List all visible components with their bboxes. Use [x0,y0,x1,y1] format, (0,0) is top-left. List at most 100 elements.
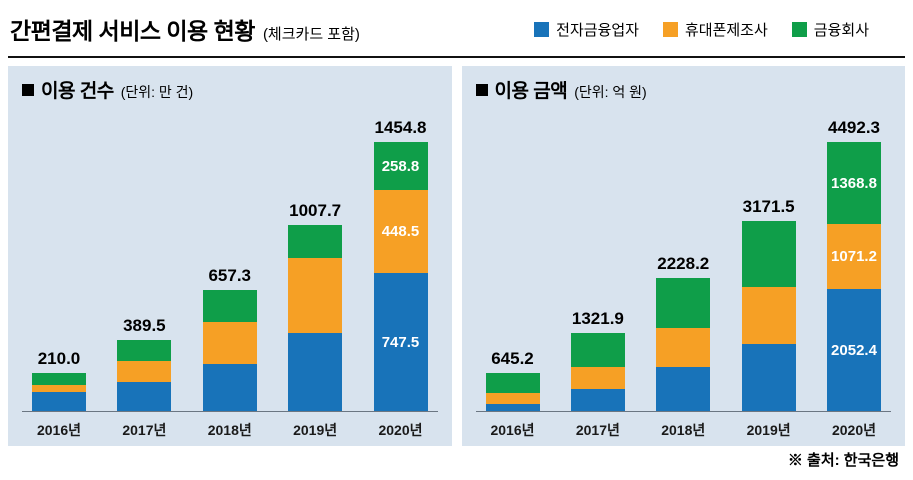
bar-total-label: 4492.3 [828,118,880,137]
chart-usage-count: 210.0 389.5 657.3 1007.7 1454.8 258.8 448.5 747… [22,106,438,438]
legend-swatch-blue-icon [534,21,550,37]
x-axis-label: 2017년 [575,422,620,438]
legend-item: 휴대폰제조사 [662,19,768,40]
bar-segment [288,332,343,412]
legend-label: 휴대폰제조사 [684,21,768,39]
bar-group: 1007.7 [284,201,346,412]
x-axis-label: 2018년 [207,422,252,438]
x-axis-labels: 2016년 2017년 2018년 2019년 2020년 [476,414,892,438]
bar-total-label: 645.2 [491,349,534,369]
bar-group: 657.3 [199,266,261,412]
stacked-bar [485,373,540,412]
bar-segment [202,364,257,412]
bar-group: 389.5 [113,316,175,412]
stacked-bar: 258.8 448.5 747.5 [373,142,428,412]
bullet-square-icon [22,83,34,96]
segment-value-label: 448.5 [381,223,420,241]
bar-segment [485,393,540,405]
bar-group: 210.0 [28,349,90,412]
bar-total-label: 210.0 [37,349,81,368]
bar-segment [117,361,172,383]
bar-segment [117,339,172,361]
title-wrap: 간편결제 서비스 이용 현황 (체크카드 포함) [10,12,360,46]
bar-total-label: 1321.9 [571,308,624,328]
bar-group: 1321.9 [567,309,629,412]
legend-swatch-orange-icon [662,21,678,37]
bar-total-label: 657.3 [208,266,252,285]
bar-segment [288,225,343,258]
bar-segment [485,373,540,394]
bar-segment [741,344,796,412]
bar-group: 4492.3 1368.8 1071.2 2052.4 [823,118,885,412]
segment-value-label: 747.5 [381,334,420,352]
bar-segment [656,367,711,412]
panels: 이용 건수 (단위: 만 건) 210.0 389.5 657.3 1007.7 145… [8,66,905,446]
header: 간편결제 서비스 이용 현황 (체크카드 포함) 전자금융업자 휴대폰제조사 금… [8,6,905,58]
bar-total-label: 1454.8 [374,118,427,137]
panel-unit: (단위: 억 원) [574,84,647,100]
bar-total-label: 3171.5 [742,197,795,217]
bar-segment [202,290,257,322]
stacked-bar [32,373,86,412]
bar-segment [741,286,796,345]
stacked-bar [656,278,711,412]
stacked-bar: 1368.8 1071.2 2052.4 [827,142,881,412]
bar-segment [32,373,86,386]
panel-unit: (단위: 만 건) [120,84,194,100]
segment-value-label: 258.8 [381,157,420,175]
stacked-bar [202,290,257,412]
legend-item: 전자금융업자 [534,19,639,40]
bar-segment [117,382,172,412]
bar-segment [32,391,86,412]
page-title: 간편결제 서비스 이용 현황 [10,18,255,44]
x-axis-line [22,411,438,412]
bars-row: 210.0 389.5 657.3 1007.7 1454.8 258.8 448.5 747… [22,106,438,412]
x-axis-line [475,411,891,412]
bar-segment [485,404,540,412]
bar-segment [656,278,711,329]
bars-row: 645.2 1321.9 2228.2 3171.5 4492.3 1368.8 1071.… [476,106,892,412]
bar-segment [32,385,86,392]
bar-segment: 448.5 [373,190,428,274]
bullet-square-icon [475,83,488,96]
source-note: ※ 출처: 한국은행 [787,452,899,469]
bar-group: 645.2 [482,349,544,412]
segment-value-label: 2052.4 [831,341,877,359]
bar-segment [202,321,257,365]
x-axis-label: 2016년 [490,422,535,438]
panel-header: 이용 건수 (단위: 만 건) [22,76,438,103]
legend-label: 금융회사 [813,21,869,39]
bar-segment: 2052.4 [827,288,881,412]
segment-value-label: 1368.8 [831,174,877,192]
x-axis-label: 2020년 [831,422,877,438]
panel-usage-amount: 이용 금액 (단위: 억 원) 645.2 1321.9 2228.2 3171.5 4… [461,66,905,446]
stacked-bar [117,339,172,412]
bar-segment [570,388,625,412]
legend-swatch-green-icon [791,21,807,37]
bar-segment [288,257,343,333]
bar-segment: 258.8 [373,142,428,190]
stacked-bar [570,332,625,412]
bar-segment [656,328,711,368]
bar-group: 3171.5 [738,197,800,412]
page-subtitle: (체크카드 포함) [262,26,360,43]
chart-usage-amount: 645.2 1321.9 2228.2 3171.5 4492.3 1368.8 1071.… [475,106,892,438]
bar-total-label: 389.5 [123,315,166,335]
chart-legend: 전자금융업자 휴대폰제조사 금융회사 [534,19,903,40]
panel-title: 이용 건수 [41,81,114,102]
bar-segment [741,221,796,287]
segment-value-label: 1071.2 [831,247,877,265]
stacked-bar [288,225,343,412]
panel-header: 이용 금액 (단위: 억 원) [475,76,892,103]
x-axis-label: 2018년 [661,422,706,438]
x-axis-label: 2020년 [378,422,423,438]
legend-item: 금융회사 [791,19,869,40]
bar-segment: 1071.2 [827,224,881,289]
x-axis-labels: 2016년 2017년 2018년 2019년 2020년 [22,414,438,438]
panel-title: 이용 금액 [494,81,568,102]
bar-group: 1454.8 258.8 448.5 747.5 [370,118,432,412]
bar-group: 2228.2 [652,254,714,412]
panel-usage-count: 이용 건수 (단위: 만 건) 210.0 389.5 657.3 1007.7 145… [8,66,452,446]
x-axis-label: 2017년 [122,422,167,438]
